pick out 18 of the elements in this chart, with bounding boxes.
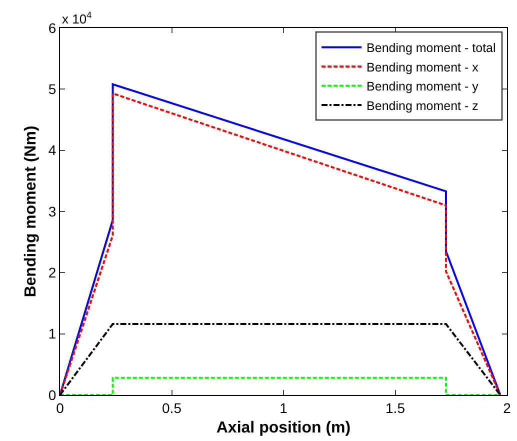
text: x 10$^{4}$ <box>62 10 92 26</box>
y-tick-label: 6 <box>48 20 56 36</box>
x-tick-label: 1.5 <box>386 400 406 416</box>
legend-label: Bending moment - x <box>366 60 480 74</box>
y-tick-label: 4 <box>48 142 56 158</box>
y-tick-label: 1 <box>48 326 56 342</box>
legend-label: Bending moment - y <box>366 80 480 94</box>
x-tick-label: 0.5 <box>162 400 182 416</box>
legend-label: Bending moment - total <box>366 41 496 56</box>
y-tick-label: 3 <box>48 203 56 220</box>
y-axis-title: Bending moment (Nm) <box>22 126 40 298</box>
y-tick-label: 2 <box>48 264 56 281</box>
y-tick-label: 5 <box>48 81 56 98</box>
x-tick-label: 2 <box>503 400 512 416</box>
y-tick-label: 0 <box>48 386 56 403</box>
x-tick-label: 1 <box>280 400 288 416</box>
x-axis-title: Axial position (m) <box>216 420 351 436</box>
legend-label: Bending moment - z <box>366 98 478 113</box>
